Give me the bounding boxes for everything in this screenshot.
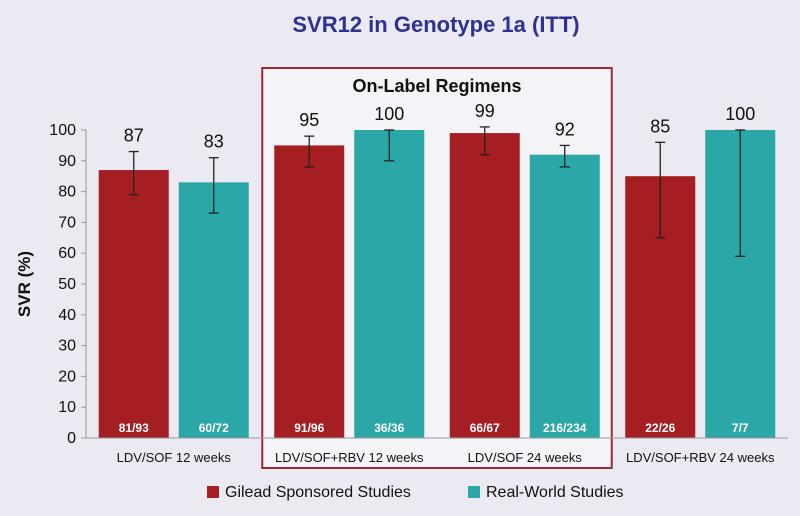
y-tick-label: 0	[67, 430, 76, 447]
y-tick-label: 10	[58, 399, 76, 416]
x-category-label: LDV/SOF 12 weeks	[117, 450, 232, 465]
bar	[98, 170, 169, 439]
bar	[178, 182, 249, 438]
bar	[274, 145, 345, 438]
legend-swatch	[207, 486, 219, 498]
y-tick-label: 20	[58, 368, 76, 385]
value-label: 83	[204, 132, 224, 152]
legend-label: Real-World Studies	[486, 484, 624, 501]
bar	[529, 154, 600, 438]
legend-label: Gilead Sponsored Studies	[225, 484, 411, 501]
y-tick-label: 80	[58, 184, 76, 201]
bar	[449, 133, 520, 438]
value-label: 100	[374, 104, 404, 124]
count-label: 81/93	[119, 421, 149, 435]
value-label: 85	[650, 116, 670, 136]
on-label-box-title: On-Label Regimens	[352, 76, 521, 96]
count-label: 66/67	[470, 421, 500, 435]
x-category-label: LDV/SOF 24 weeks	[468, 450, 583, 465]
value-label: 99	[475, 101, 495, 121]
chart-title: SVR12 in Genotype 1a (ITT)	[292, 12, 579, 37]
y-tick-label: 60	[58, 245, 76, 262]
y-axis-label: SVR (%)	[15, 251, 34, 317]
count-label: 22/26	[645, 421, 675, 435]
bar	[354, 130, 425, 438]
y-tick-label: 100	[49, 122, 76, 139]
value-label: 87	[124, 126, 144, 146]
y-tick-label: 50	[58, 276, 76, 293]
legend-swatch	[468, 486, 480, 498]
count-label: 216/234	[543, 421, 587, 435]
count-label: 60/72	[199, 421, 229, 435]
value-label: 92	[555, 119, 575, 139]
x-category-label: LDV/SOF+RBV 12 weeks	[275, 450, 424, 465]
y-tick-label: 30	[58, 338, 76, 355]
count-label: 36/36	[374, 421, 404, 435]
y-tick-label: 90	[58, 153, 76, 170]
value-label: 100	[725, 104, 755, 124]
count-label: 7/7	[732, 421, 749, 435]
y-tick-label: 40	[58, 307, 76, 324]
y-tick-label: 70	[58, 214, 76, 231]
count-label: 91/96	[294, 421, 324, 435]
x-category-label: LDV/SOF+RBV 24 weeks	[626, 450, 775, 465]
value-label: 95	[299, 110, 319, 130]
